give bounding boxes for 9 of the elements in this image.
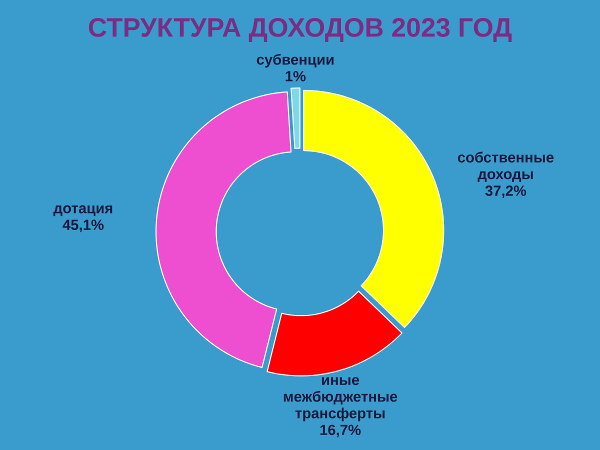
- data-label: 45,1%: [62, 220, 104, 232]
- slice-label: иные межбюджетные трансферты: [284, 377, 398, 422]
- chart-title: СТРУКТУРА ДОХОДОВ 2023 ГОД: [88, 18, 512, 42]
- data-label: 37,2%: [485, 186, 526, 198]
- slice-label: собственные доходы: [458, 152, 554, 182]
- data-label: 16,7%: [320, 424, 361, 438]
- slice-label: субвенции: [256, 54, 334, 68]
- slice-label: дотация: [53, 205, 112, 216]
- data-label: 1%: [286, 71, 306, 82]
